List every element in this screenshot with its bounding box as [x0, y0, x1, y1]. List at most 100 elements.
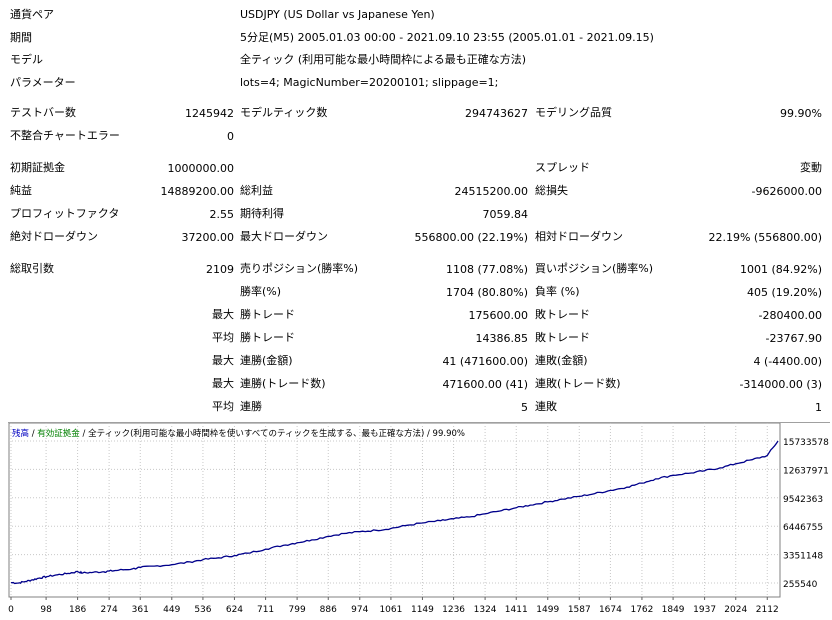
period-label: 期間	[10, 31, 32, 44]
short-positions-label: 売りポジション(勝率%)	[240, 262, 359, 275]
profit-trades-label: 勝率(%)	[240, 285, 282, 298]
y-tick-label: 6446755	[783, 523, 823, 533]
x-tick-label: 0	[8, 605, 14, 615]
deposit-value: 1000000.00	[167, 162, 234, 175]
x-tick-label: 536	[194, 605, 211, 615]
quality-label: モデリング品質	[535, 106, 612, 119]
maximal-drawdown-value: 556800.00 (22.19%)	[414, 231, 528, 244]
net-profit-value: 14889200.00	[160, 185, 234, 198]
model-ticks-value: 294743627	[465, 107, 528, 120]
average-loss-label: 敗トレード	[535, 331, 590, 344]
model-label: モデル	[10, 53, 43, 66]
x-tick-label: 886	[320, 605, 337, 615]
x-tick-label: 186	[69, 605, 86, 615]
chart-legend: 残高 / 有効証拠金 / 全ティック(利用可能な最小時間枠を使いすべてのティック…	[12, 428, 465, 439]
net-profit-label: 純益	[10, 184, 32, 197]
x-tick-label: 1499	[536, 605, 559, 615]
total-trades-value: 2109	[206, 263, 234, 276]
x-tick-label: 98	[40, 605, 52, 615]
loss-trades-value: 405 (19.20%)	[746, 286, 822, 299]
bars-value: 1245942	[185, 107, 234, 120]
average-loss-value: -23767.90	[765, 332, 822, 345]
balance-chart-svg: 0 98 186 274 361 449 536 624 711 799 886 974 1061 114…	[8, 422, 829, 615]
x-tick-label: 1061	[379, 605, 402, 615]
average-label: 平均	[212, 331, 234, 344]
expected-payoff-label: 期待利得	[240, 207, 284, 220]
y-tick-label: 9542363	[783, 495, 823, 505]
legend-balance: 残高	[12, 428, 29, 439]
max-consecutive-loss-value: -314000.00 (3)	[739, 378, 822, 391]
x-tick-label: 1674	[599, 605, 622, 615]
x-tick-label: 1762	[630, 605, 653, 615]
absolute-drawdown-value: 37200.00	[181, 231, 235, 244]
gross-profit-label: 総利益	[240, 184, 273, 197]
max-consecutive-wins-value: 41 (471600.00)	[442, 355, 528, 368]
parameters-value: lots=4; MagicNumber=20200101; slippage=1…	[240, 76, 499, 89]
largest-profit-label: 勝トレード	[240, 308, 295, 321]
largest-label: 最大	[212, 308, 234, 321]
x-tick-label: 711	[257, 605, 274, 615]
y-tick-label: 15733578	[783, 438, 829, 448]
legend-margin: 有効証拠金	[37, 428, 80, 439]
x-tick-label: 1149	[411, 605, 434, 615]
loss-trades-label: 負率 (%)	[535, 285, 580, 298]
expected-payoff-value: 7059.84	[482, 208, 529, 221]
x-tick-label: 2112	[756, 605, 779, 615]
x-tick-label: 1324	[474, 605, 497, 615]
average-consecutive-losses-value: 1	[815, 401, 822, 414]
model-ticks-label: モデルティック数	[240, 106, 328, 119]
average-consecutive-label: 平均	[212, 400, 234, 413]
x-tick-label: 1411	[505, 605, 528, 615]
symbol-value: USDJPY (US Dollar vs Japanese Yen)	[240, 8, 435, 21]
x-tick-label: 1587	[568, 605, 591, 615]
average-profit-value: 14386.85	[475, 332, 529, 345]
profit-factor-value: 2.55	[209, 208, 235, 221]
symbol-label: 通貨ペア	[10, 8, 54, 21]
relative-drawdown-label: 相対ドローダウン	[535, 230, 623, 243]
x-tick-label: 1849	[662, 605, 685, 615]
short-positions-value: 1108 (77.08%)	[445, 263, 528, 276]
average-consecutive-wins-label: 連勝	[240, 400, 262, 413]
x-tick-label: 361	[132, 605, 149, 615]
relative-drawdown-value: 22.19% (556800.00)	[708, 231, 822, 244]
average-consecutive-losses-label: 連敗	[535, 400, 557, 413]
x-tick-label: 1236	[442, 605, 465, 615]
balance-line	[10, 440, 779, 585]
maximal-label: 最大	[212, 377, 234, 390]
spread-label: スプレッド	[535, 161, 590, 174]
tick-labels: 0 98 186 274 361 449 536 624 711 799 886 974 1061 114…	[8, 438, 829, 615]
gross-loss-label: 総損失	[535, 184, 568, 197]
x-tick-label: 449	[163, 605, 180, 615]
profit-factor-label: プロフィットファクタ	[10, 207, 120, 220]
x-tick-label: 624	[226, 605, 243, 615]
largest-loss-label: 敗トレード	[535, 308, 590, 321]
y-tick-label: 255540	[783, 580, 818, 590]
largest-profit-value: 175600.00	[468, 309, 529, 322]
largest-loss-value: -280400.00	[758, 309, 822, 322]
max-consecutive-loss-label: 連敗(トレード数)	[535, 377, 621, 390]
gross-loss-value: -9626000.00	[751, 185, 822, 198]
quality-value: 99.90%	[780, 107, 822, 120]
maximum-label: 最大	[212, 354, 234, 367]
mismatch-value: 0	[227, 130, 234, 143]
total-trades-label: 総取引数	[10, 262, 54, 275]
absolute-drawdown-label: 絶対ドローダウン	[10, 230, 98, 243]
long-positions-value: 1001 (84.92%)	[739, 263, 822, 276]
spread-value: 変動	[800, 161, 822, 174]
balance-chart: 0 98 186 274 361 449 536 624 711 799 886 974 1061 114…	[8, 422, 830, 617]
period-value: 5分足(M5) 2005.01.03 00:00 - 2021.09.10 23…	[240, 31, 654, 44]
legend-model: 全ティック(利用可能な最小時間枠を使いすべてのティックを生成する、最も正確な方法…	[88, 428, 424, 439]
x-tick-label: 799	[289, 605, 306, 615]
x-tick-label: 274	[101, 605, 118, 615]
max-consecutive-profit-label: 連勝(トレード数)	[240, 377, 326, 390]
maximal-drawdown-label: 最大ドローダウン	[240, 230, 328, 243]
legend-separator-2: /	[80, 429, 88, 439]
mismatch-label: 不整合チャートエラー	[10, 129, 120, 142]
grid	[9, 423, 780, 600]
legend-separator: /	[29, 429, 37, 439]
profit-trades-value: 1704 (80.80%)	[445, 286, 528, 299]
parameters-label: パラメーター	[10, 76, 76, 89]
average-consecutive-wins-value: 5	[521, 401, 528, 414]
x-tick-label: 974	[351, 605, 368, 615]
max-consecutive-losses-value: 4 (-4400.00)	[753, 355, 822, 368]
